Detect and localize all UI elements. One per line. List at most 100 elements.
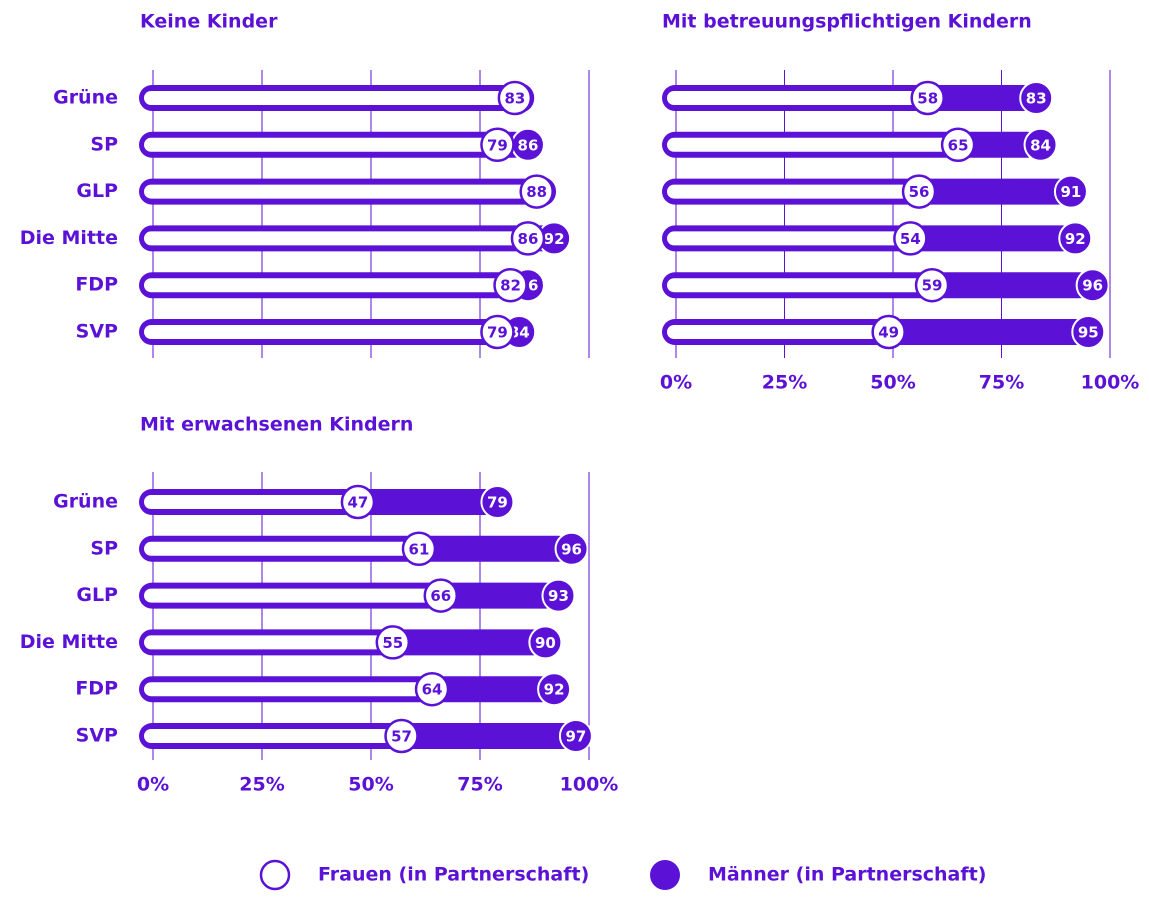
- women-value-label: 79: [487, 136, 508, 154]
- women-dot: [510, 221, 546, 256]
- women-value-label: 66: [430, 587, 451, 605]
- category-label: Grüne: [53, 491, 118, 513]
- category-label: SVP: [76, 321, 118, 343]
- men-value-label: 96: [1082, 277, 1103, 295]
- women-bar: [667, 184, 920, 199]
- women-bar: [667, 325, 889, 339]
- men-value-label: 96: [561, 540, 582, 558]
- women-value-label: 49: [878, 324, 899, 342]
- men-dot: [554, 531, 589, 566]
- category-label: GLP: [76, 180, 118, 202]
- men-dot: [1019, 81, 1054, 115]
- women-bar: [144, 184, 537, 199]
- x-tick-label: 100%: [1081, 372, 1140, 394]
- men-value-label: 93: [548, 587, 569, 605]
- x-tick-label: 0%: [137, 774, 169, 796]
- women-dot: [901, 174, 937, 209]
- legend-label: Männer (in Partnerschaft): [708, 864, 986, 886]
- category-label: Die Mitte: [20, 631, 118, 653]
- women-dot: [940, 127, 976, 163]
- women-value-label: 55: [382, 634, 403, 652]
- category-label: SVP: [76, 725, 118, 747]
- category-label: Grüne: [53, 87, 118, 109]
- x-tick-label: 100%: [560, 774, 619, 796]
- women-value-label: 54: [900, 230, 921, 248]
- women-value-label: 64: [422, 681, 443, 699]
- women-bar: [144, 137, 498, 152]
- men-value-label: 84: [1030, 136, 1051, 154]
- category-label: FDP: [75, 274, 118, 296]
- men-value-label: 91: [1061, 183, 1082, 201]
- women-bar: [144, 682, 433, 697]
- men-value-label: 92: [1065, 230, 1086, 248]
- legend-label: Frauen (in Partnerschaft): [318, 864, 589, 886]
- men-dot: [1071, 315, 1106, 349]
- men-dot: [1023, 127, 1058, 162]
- x-tick-label: 75%: [457, 774, 502, 796]
- women-bar: [144, 729, 402, 743]
- category-label: GLP: [76, 584, 118, 606]
- chart-title: Mit erwachsenen Kindern: [140, 414, 413, 436]
- women-bar: [144, 635, 393, 650]
- men-value-label: 86: [518, 136, 539, 154]
- x-tick-label: 50%: [348, 774, 393, 796]
- women-dot: [893, 221, 928, 256]
- men-value-label: 95: [1078, 324, 1099, 342]
- women-dot: [493, 267, 528, 303]
- men-dot: [558, 719, 593, 753]
- women-bar: [667, 278, 933, 293]
- women-dot: [384, 718, 419, 754]
- women-value-label: 86: [518, 230, 539, 248]
- category-label: SP: [90, 133, 118, 155]
- legend-swatch: [650, 860, 680, 890]
- women-bar: [144, 541, 419, 556]
- women-bar: [144, 495, 358, 509]
- women-bar: [144, 325, 498, 339]
- category-label: SP: [90, 537, 118, 559]
- women-dot: [401, 531, 437, 567]
- x-tick-label: 25%: [239, 774, 284, 796]
- men-value-label: 79: [487, 494, 508, 512]
- women-dot: [414, 671, 450, 707]
- women-value-label: 57: [391, 728, 412, 746]
- women-value-label: 65: [948, 136, 969, 154]
- women-dot: [340, 484, 376, 520]
- women-value-label: 79: [487, 324, 508, 342]
- x-tick-label: 0%: [660, 372, 692, 394]
- women-dot: [910, 80, 945, 116]
- men-dot: [1058, 221, 1093, 256]
- chart-title: Mit betreuungspflichtigen Kindern: [662, 11, 1032, 33]
- women-dot: [423, 578, 459, 613]
- men-dot: [528, 625, 563, 660]
- men-value-label: 92: [544, 230, 565, 248]
- women-bar: [667, 231, 911, 246]
- women-dot: [375, 625, 411, 660]
- women-value-label: 47: [347, 494, 368, 512]
- men-value-label: 90: [535, 634, 556, 652]
- women-dot: [914, 267, 950, 303]
- women-value-label: 59: [922, 277, 943, 295]
- women-bar: [144, 91, 515, 105]
- chart-title: Keine Kinder: [140, 11, 278, 33]
- women-bar: [144, 231, 528, 246]
- category-label: Die Mitte: [20, 227, 118, 249]
- women-value-label: 82: [500, 277, 521, 295]
- women-dot: [519, 174, 554, 209]
- women-dot: [480, 314, 515, 350]
- men-dot: [1053, 174, 1088, 209]
- women-dot: [497, 80, 533, 116]
- women-value-label: 83: [504, 90, 525, 108]
- legend-swatch: [259, 859, 291, 891]
- women-dot: [871, 314, 906, 350]
- men-dot: [537, 672, 572, 707]
- women-bar: [667, 91, 928, 105]
- men-dot: [480, 485, 515, 519]
- women-bar: [667, 137, 959, 152]
- category-label: FDP: [75, 678, 118, 700]
- women-dot: [480, 127, 515, 163]
- x-tick-label: 75%: [979, 372, 1024, 394]
- women-bar: [144, 588, 441, 603]
- women-value-label: 88: [526, 183, 547, 201]
